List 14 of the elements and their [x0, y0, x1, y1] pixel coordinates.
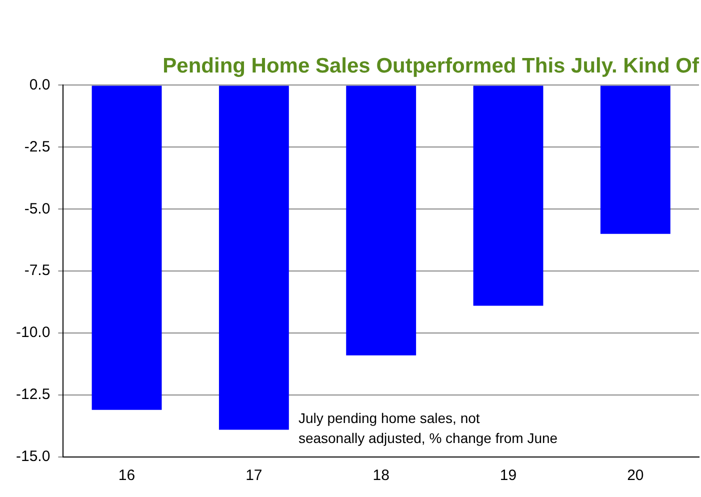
- x-tick-label: 16: [118, 467, 136, 484]
- y-tick-label: -7.5: [24, 262, 50, 280]
- y-tick-label: -10.0: [16, 324, 50, 342]
- y-tick-label: -2.5: [24, 138, 50, 156]
- y-tick-label: -12.5: [16, 386, 50, 404]
- chart-title: Pending Home Sales Outperformed This July. Kind Of: [162, 54, 700, 78]
- x-tick-label: 17: [246, 467, 262, 484]
- x-tick-label: 18: [372, 467, 390, 484]
- y-tick-label: 0.0: [29, 76, 50, 94]
- y-tick-label: -15.0: [16, 448, 50, 466]
- x-tick-label: 19: [500, 467, 517, 484]
- x-tick-label: 20: [627, 467, 644, 484]
- annotation: July pending home sales, not seasonally adjusted, % change from June: [298, 410, 558, 446]
- y-tick-label: -5.0: [24, 200, 50, 218]
